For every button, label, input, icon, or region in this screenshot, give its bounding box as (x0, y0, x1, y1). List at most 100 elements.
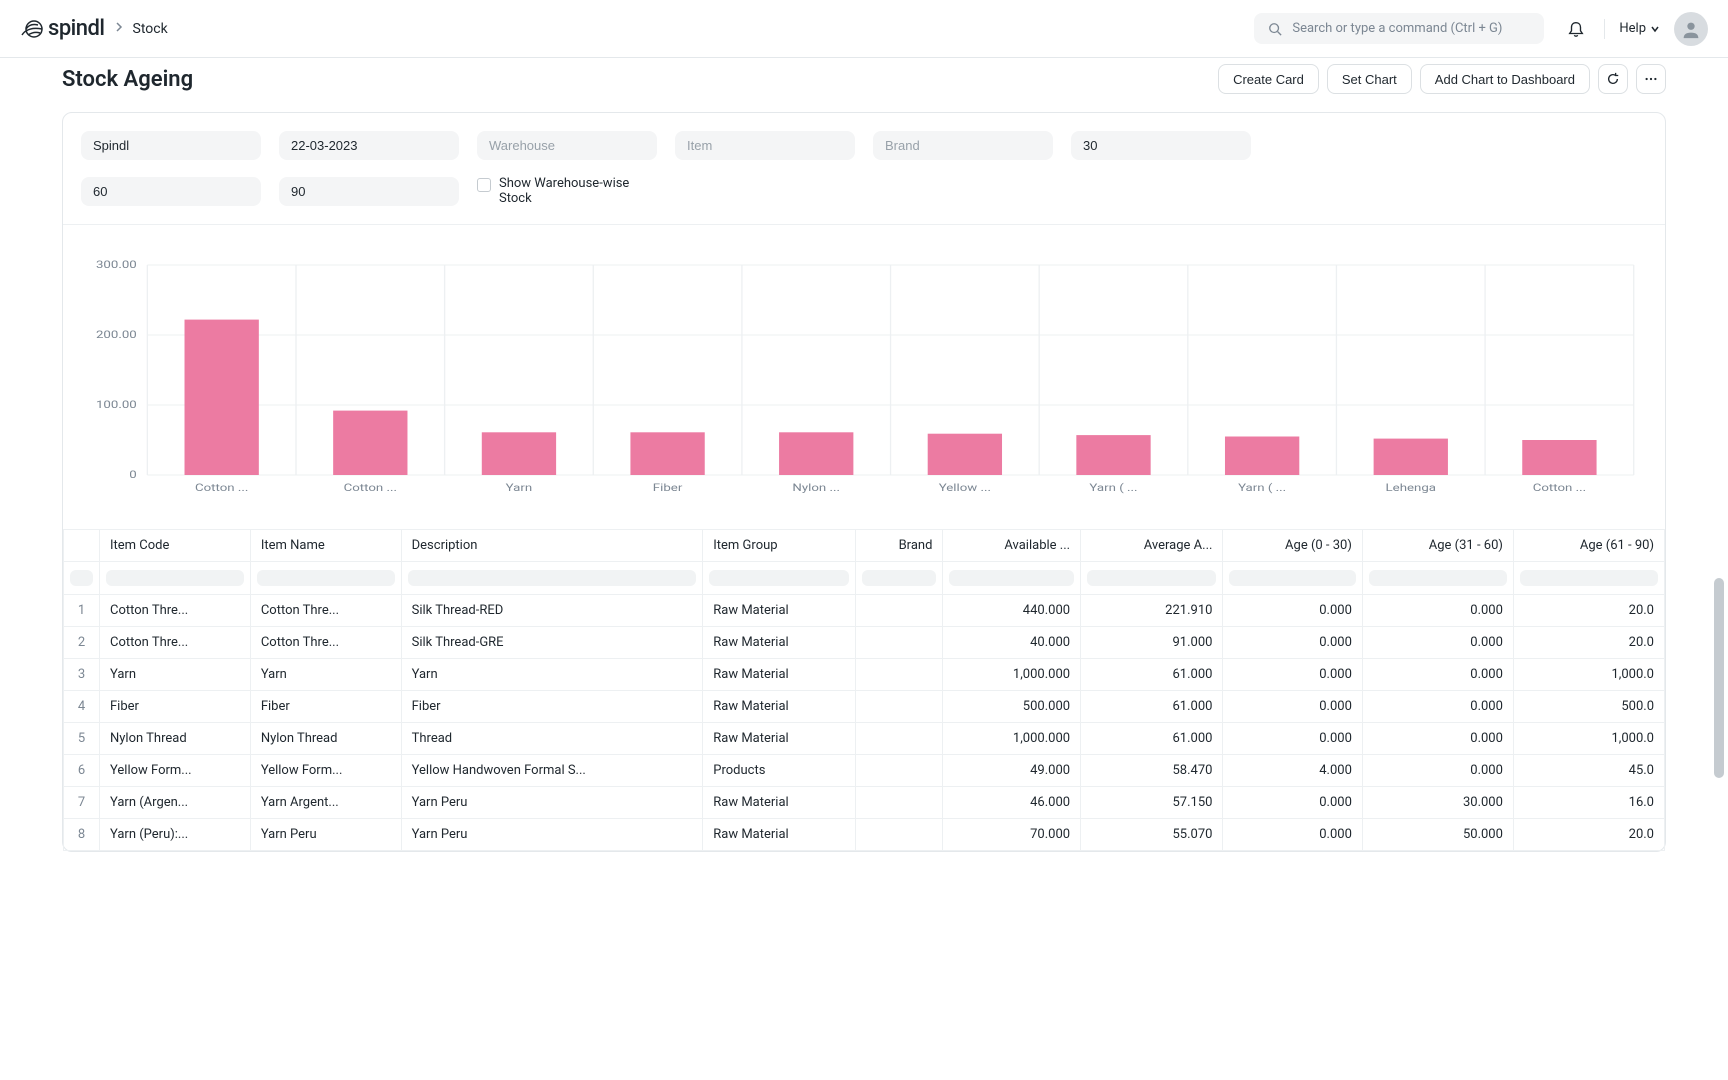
cell-item-code: Cotton Thre... (100, 595, 251, 627)
page-header: Stock Ageing Create Card Set Chart Add C… (0, 58, 1728, 112)
warehouse-wise-checkbox[interactable]: Show Warehouse-wise Stock (477, 176, 647, 206)
col-item-group[interactable]: Item Group (703, 530, 856, 562)
cell-age-0-30: 0.000 (1223, 723, 1362, 755)
topbar-actions: Help (1562, 12, 1708, 46)
notifications-button[interactable] (1562, 15, 1590, 43)
table-row[interactable]: 7Yarn (Argen...Yarn Argent...Yarn PeruRa… (64, 787, 1665, 819)
table-row[interactable]: 3YarnYarnYarnRaw Material1,000.00061.000… (64, 659, 1665, 691)
table-header-row: Item Code Item Name Description Item Gro… (64, 530, 1665, 562)
cell-item-code: Fiber (100, 691, 251, 723)
range1-filter[interactable] (1071, 131, 1251, 160)
company-filter[interactable] (81, 131, 261, 160)
filter-skeleton[interactable] (862, 570, 936, 586)
col-age-31-60[interactable]: Age (31 - 60) (1362, 530, 1513, 562)
topbar: spindl Stock Search or type a command (C… (0, 0, 1728, 58)
filter-skeleton[interactable] (709, 570, 849, 586)
cell-item-name: Yarn Peru (250, 819, 401, 851)
table-row[interactable]: 1Cotton Thre...Cotton Thre...Silk Thread… (64, 595, 1665, 627)
cell-item-name: Yellow Form... (250, 755, 401, 787)
cell-age-31-60: 0.000 (1362, 627, 1513, 659)
more-menu-button[interactable] (1636, 64, 1666, 94)
col-average[interactable]: Average A... (1081, 530, 1223, 562)
row-index: 5 (64, 723, 100, 755)
brand-logo[interactable]: spindl (20, 16, 105, 41)
col-item-code[interactable]: Item Code (100, 530, 251, 562)
filter-skeleton[interactable] (257, 570, 395, 586)
cell-description: Yarn Peru (401, 787, 703, 819)
cell-age-61-90: 20.0 (1513, 819, 1664, 851)
svg-text:100.00: 100.00 (96, 399, 137, 411)
cell-item-code: Yarn (Peru):... (100, 819, 251, 851)
refresh-button[interactable] (1598, 64, 1628, 94)
checkbox-box (477, 178, 491, 192)
brand-name: spindl (48, 16, 105, 41)
cell-age-31-60: 50.000 (1362, 819, 1513, 851)
col-age-0-30[interactable]: Age (0 - 30) (1223, 530, 1362, 562)
table-row[interactable]: 5Nylon ThreadNylon ThreadThreadRaw Mater… (64, 723, 1665, 755)
filter-skeleton[interactable] (70, 570, 93, 586)
table-row[interactable]: 6Yellow Form...Yellow Form...Yellow Hand… (64, 755, 1665, 787)
cell-item-group: Raw Material (703, 659, 856, 691)
cell-age-0-30: 0.000 (1223, 659, 1362, 691)
cell-age-0-30: 0.000 (1223, 819, 1362, 851)
filter-skeleton[interactable] (106, 570, 244, 586)
date-filter[interactable] (279, 131, 459, 160)
global-search[interactable]: Search or type a command (Ctrl + G) (1254, 13, 1544, 44)
table-row[interactable]: 8Yarn (Peru):...Yarn PeruYarn PeruRaw Ma… (64, 819, 1665, 851)
cell-brand (856, 659, 943, 691)
cell-available: 1,000.000 (943, 723, 1081, 755)
cell-age-31-60: 0.000 (1362, 755, 1513, 787)
col-description[interactable]: Description (401, 530, 703, 562)
item-filter[interactable] (675, 131, 855, 160)
cell-available: 49.000 (943, 755, 1081, 787)
range2-filter[interactable] (81, 177, 261, 206)
row-index: 8 (64, 819, 100, 851)
svg-text:Fiber: Fiber (653, 482, 683, 494)
col-item-name[interactable]: Item Name (250, 530, 401, 562)
table-row[interactable]: 4FiberFiberFiberRaw Material500.00061.00… (64, 691, 1665, 723)
brand-filter[interactable] (873, 131, 1053, 160)
breadcrumb-stock[interactable]: Stock (133, 21, 168, 37)
create-card-button[interactable]: Create Card (1218, 64, 1319, 94)
cell-age-61-90: 45.0 (1513, 755, 1664, 787)
cell-item-code: Yarn (100, 659, 251, 691)
col-index (64, 530, 100, 562)
warehouse-filter[interactable] (477, 131, 657, 160)
set-chart-button[interactable]: Set Chart (1327, 64, 1412, 94)
cell-brand (856, 691, 943, 723)
table-container[interactable]: Item Code Item Name Description Item Gro… (63, 529, 1665, 851)
col-available[interactable]: Available ... (943, 530, 1081, 562)
row-index: 7 (64, 787, 100, 819)
table-row[interactable]: 2Cotton Thre...Cotton Thre...Silk Thread… (64, 627, 1665, 659)
filter-skeleton[interactable] (949, 570, 1074, 586)
add-chart-to-dashboard-button[interactable]: Add Chart to Dashboard (1420, 64, 1590, 94)
scrollbar-thumb[interactable] (1714, 578, 1724, 778)
cell-available: 46.000 (943, 787, 1081, 819)
filters-row-1 (63, 113, 1665, 160)
cell-available: 40.000 (943, 627, 1081, 659)
cell-description: Yellow Handwoven Formal S... (401, 755, 703, 787)
search-placeholder: Search or type a command (Ctrl + G) (1292, 21, 1502, 36)
col-brand[interactable]: Brand (856, 530, 943, 562)
cell-item-name: Fiber (250, 691, 401, 723)
filter-skeleton[interactable] (1520, 570, 1658, 586)
filter-skeleton[interactable] (1087, 570, 1216, 586)
cell-age-31-60: 30.000 (1362, 787, 1513, 819)
help-dropdown[interactable]: Help (1619, 21, 1660, 36)
refresh-icon (1606, 72, 1620, 86)
cell-available: 1,000.000 (943, 659, 1081, 691)
filter-skeleton[interactable] (1229, 570, 1355, 586)
svg-text:Cotton ...: Cotton ... (195, 482, 248, 494)
filter-skeleton[interactable] (1369, 570, 1507, 586)
col-age-61-90[interactable]: Age (61 - 90) (1513, 530, 1664, 562)
svg-text:0: 0 (129, 469, 136, 481)
filter-skeleton[interactable] (408, 570, 697, 586)
row-index: 2 (64, 627, 100, 659)
cell-item-name: Cotton Thre... (250, 627, 401, 659)
cell-description: Silk Thread-RED (401, 595, 703, 627)
range3-filter[interactable] (279, 177, 459, 206)
cell-available: 500.000 (943, 691, 1081, 723)
filters-row-2: Show Warehouse-wise Stock (63, 160, 1665, 224)
cell-available: 440.000 (943, 595, 1081, 627)
user-avatar[interactable] (1674, 12, 1708, 46)
